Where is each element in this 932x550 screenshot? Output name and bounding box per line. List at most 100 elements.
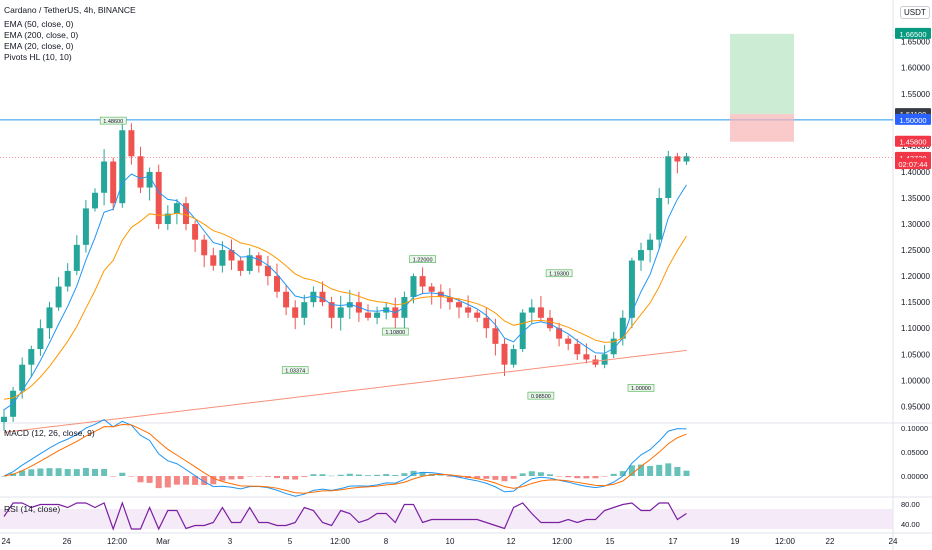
macd-histogram-bar xyxy=(183,476,189,485)
macd-histogram-bar xyxy=(128,476,135,477)
time-tick-label: 3 xyxy=(228,537,233,546)
price-tick-label: 1.55000 xyxy=(901,90,930,99)
candle-body xyxy=(638,250,644,261)
candle-body xyxy=(155,171,162,225)
price-marker-label: 1.50000 xyxy=(899,116,926,125)
candle-body xyxy=(446,296,453,303)
candle-body xyxy=(365,312,371,318)
time-tick-label: 5 xyxy=(288,537,293,546)
price-tick-label: 1.35000 xyxy=(901,194,930,203)
rsi-legend[interactable]: RSI (14, close) xyxy=(4,504,61,514)
candle-body xyxy=(474,312,481,318)
time-tick-label: 24 xyxy=(2,537,11,546)
time-tick-label: Mar xyxy=(156,537,170,546)
candle-body xyxy=(537,307,544,318)
candle-body xyxy=(656,197,663,240)
currency-button[interactable]: USDT xyxy=(900,6,930,19)
candle-body xyxy=(674,156,681,162)
chart-title: Cardano / TetherUS, 4h, BINANCE xyxy=(4,5,136,15)
macd-histogram-bar xyxy=(437,475,444,476)
candle-body xyxy=(237,260,244,271)
macd-histogram-bar xyxy=(355,474,362,476)
macd-histogram-bar xyxy=(110,476,117,477)
candle-body xyxy=(528,307,535,313)
macd-histogram-bar xyxy=(119,472,126,476)
macd-histogram-bar xyxy=(246,476,253,477)
candle-body xyxy=(319,291,326,303)
candle-body xyxy=(665,156,672,198)
candle-body xyxy=(246,255,253,271)
candle-body xyxy=(428,286,435,292)
pivot-box xyxy=(527,391,555,400)
candle-body xyxy=(547,317,553,329)
macd-tick-label: 0.05000 xyxy=(901,448,928,457)
candle-body xyxy=(492,328,499,344)
rsi-tick-label: 80.00 xyxy=(901,500,920,509)
pivot-box xyxy=(409,255,436,264)
macd-histogram-bar xyxy=(346,473,353,476)
candle-body xyxy=(328,302,335,318)
macd-histogram-bar xyxy=(82,467,89,476)
time-tick-label: 24 xyxy=(889,537,898,546)
macd-histogram-bar xyxy=(528,471,535,476)
macd-histogram-bar xyxy=(192,476,199,485)
candle-body xyxy=(201,239,208,256)
candle-body xyxy=(164,213,171,225)
candle-body xyxy=(192,224,199,240)
candle-body xyxy=(519,312,526,350)
macd-histogram-bar xyxy=(164,476,171,488)
macd-histogram-bar xyxy=(556,476,563,477)
price-tick-label: 1.15000 xyxy=(901,298,930,307)
candle-body xyxy=(374,312,381,318)
price-marker-label: 1.66500 xyxy=(899,30,926,39)
candle-body xyxy=(592,359,599,365)
macd-legend[interactable]: MACD (12, 26, close, 9) xyxy=(4,428,95,438)
pivots-legend[interactable]: Pivots HL (10, 10) xyxy=(4,52,72,62)
macd-histogram-bar xyxy=(337,474,344,476)
pivot-label: 1.48600 xyxy=(103,119,123,125)
macd-histogram-bar xyxy=(419,472,426,476)
candle-body xyxy=(283,291,290,308)
candle-body xyxy=(110,161,117,204)
macd-histogram-bar xyxy=(374,474,381,476)
pivot-label: 1.19300 xyxy=(549,271,569,277)
pivot-label: 1.10800 xyxy=(385,330,405,336)
macd-histogram-bar xyxy=(365,475,371,476)
macd-histogram-bar xyxy=(264,476,271,477)
macd-histogram-bar xyxy=(55,468,62,476)
macd-histogram-bar xyxy=(274,476,280,479)
macd-histogram-bar xyxy=(237,476,244,480)
macd-histogram-bar xyxy=(547,474,553,476)
pivot-label: 1.22000 xyxy=(413,257,433,263)
time-tick-label: 12 xyxy=(507,537,516,546)
candle-body xyxy=(228,250,235,261)
price-marker-label: 1.45800 xyxy=(899,138,926,147)
candle-body xyxy=(601,354,608,365)
candle-body xyxy=(456,302,462,308)
macd-line xyxy=(3,419,687,497)
price-marker xyxy=(895,113,931,125)
ema200-legend[interactable]: EMA (200, close, 0) xyxy=(4,30,79,40)
candle-body xyxy=(210,255,217,266)
macd-histogram-bar xyxy=(155,476,162,489)
candle-body xyxy=(64,270,71,287)
candle-body xyxy=(274,276,280,292)
macd-histogram-bar xyxy=(283,476,290,480)
pivot-label: 0.98500 xyxy=(531,394,551,400)
macd-histogram-bar xyxy=(610,473,617,476)
time-tick-label: 8 xyxy=(384,537,389,546)
macd-histogram-bar xyxy=(37,468,44,476)
ema20-legend[interactable]: EMA (20, close, 0) xyxy=(4,41,74,51)
macd-histogram-bar xyxy=(46,468,53,476)
macd-histogram-bar xyxy=(446,476,453,477)
candle-body xyxy=(128,130,135,157)
time-tick-label: 12:00 xyxy=(107,537,128,546)
macd-histogram-bar xyxy=(210,476,217,485)
ema50-legend[interactable]: EMA (50, close, 0) xyxy=(4,19,74,29)
candle-body xyxy=(255,255,262,266)
macd-histogram-bar xyxy=(310,474,317,476)
macd-histogram-bar xyxy=(28,469,35,476)
price-tick-label: 1.00000 xyxy=(901,376,930,385)
price-tick-label: 0.95000 xyxy=(901,402,930,411)
